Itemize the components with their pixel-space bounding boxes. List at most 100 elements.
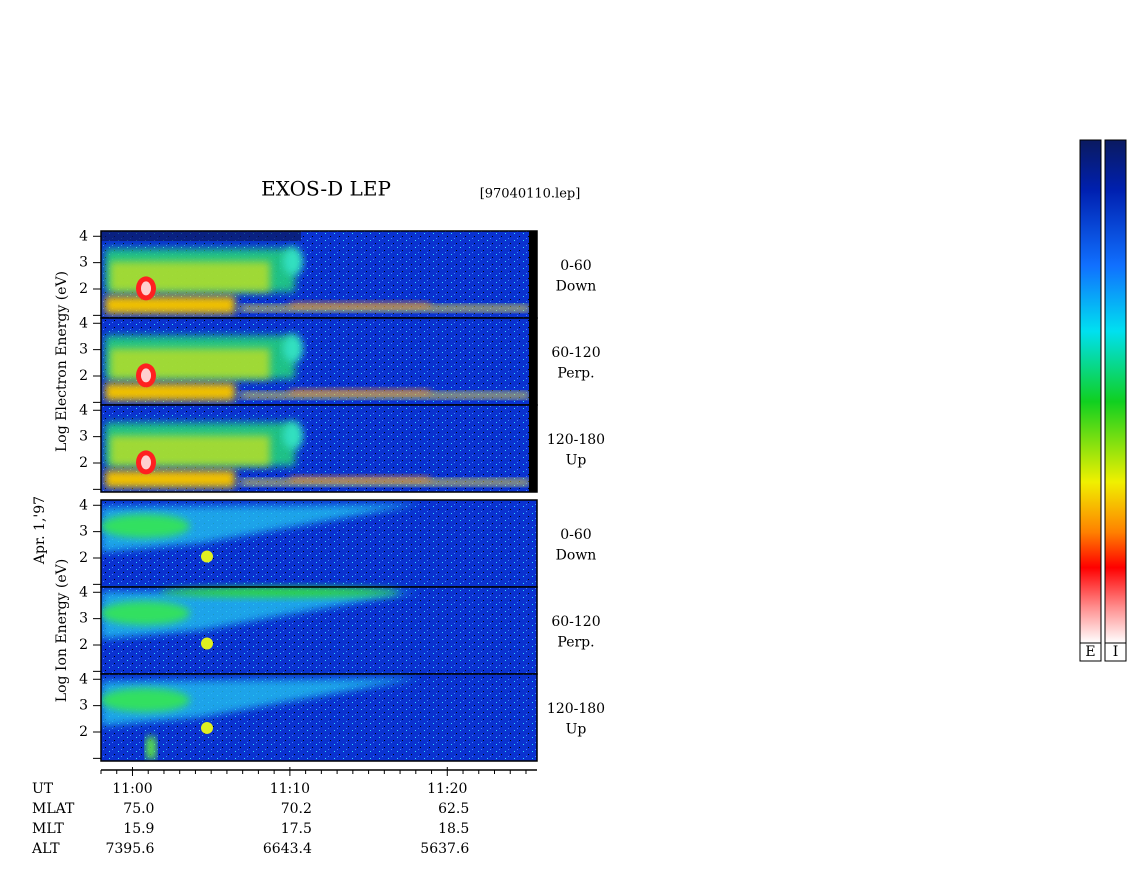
y-tick-label: 4 <box>79 402 88 418</box>
spectrogram-panel <box>101 500 537 587</box>
footer-value: 5637.6 <box>420 841 469 857</box>
y-tick-label: 3 <box>79 255 88 271</box>
y-tick-label: 2 <box>79 281 88 297</box>
footer-label: MLT <box>32 821 64 837</box>
file-label: [97040110.lep] <box>480 187 581 202</box>
y-tick-label: 2 <box>79 637 88 653</box>
y-tick-label: 3 <box>79 698 88 714</box>
footer-label: MLAT <box>32 801 75 817</box>
chart-title: EXOS-D LEP <box>261 177 391 201</box>
panel-label: 120-180 <box>547 432 605 448</box>
footer-value: 18.5 <box>438 821 469 837</box>
spectrum-band <box>110 435 270 466</box>
footer-value: 75.0 <box>123 801 154 817</box>
panel-label: 60-120 <box>551 614 600 630</box>
panel-sublabel: Down <box>556 279 597 295</box>
footer-value: 62.5 <box>438 801 469 817</box>
panel-edge <box>529 231 537 318</box>
y-tick-label: 2 <box>79 550 88 566</box>
y-tick-label: 4 <box>79 315 88 331</box>
spectrum-band <box>110 261 270 292</box>
panel-sublabel: Perp. <box>557 635 594 651</box>
panel-edge <box>529 405 537 492</box>
colorbar-label: I <box>1113 644 1119 660</box>
spectrum-spot <box>201 550 213 563</box>
spectrum-line <box>290 302 430 308</box>
spectrum-band <box>105 296 235 314</box>
spectrum-band <box>101 591 420 640</box>
colorbar-label-box <box>1104 642 1127 662</box>
footer-label: ALT <box>31 841 60 857</box>
y-tick-label: 3 <box>79 524 88 540</box>
colorbar-label: E <box>1085 644 1095 660</box>
spectrum-spot <box>201 721 213 734</box>
colorbar <box>1104 139 1127 644</box>
spectrum-band <box>160 587 400 598</box>
spectrum-band <box>101 678 420 727</box>
footer-value: 70.2 <box>281 801 312 817</box>
spectrogram-panel <box>101 231 537 318</box>
y-tick-label: 2 <box>79 368 88 384</box>
spectrum-band <box>105 470 235 488</box>
panel-label: 0-60 <box>560 258 591 274</box>
panel-sublabel: Perp. <box>557 366 594 382</box>
spectrum-band <box>101 688 190 713</box>
x-tick-label: 11:10 <box>270 781 310 797</box>
panel-frame <box>100 673 538 762</box>
y-axis-label: Log Ion Energy (eV) <box>54 559 70 702</box>
footer-value: 6643.4 <box>263 841 312 857</box>
y-tick-label: 4 <box>79 671 88 687</box>
spectrum-line <box>240 305 530 311</box>
footer-value: 7395.6 <box>105 841 154 857</box>
panel-sublabel: Up <box>566 722 587 738</box>
spectrum-spot <box>146 736 156 760</box>
spectrogram-panel <box>101 587 537 674</box>
y-tick-label: 4 <box>79 584 88 600</box>
x-tick-label: 11:20 <box>427 781 467 797</box>
spectrum-band <box>105 383 235 401</box>
panel-label: 60-120 <box>551 345 600 361</box>
y-axis-label: Log Electron Energy (eV) <box>54 271 70 452</box>
spectrum-line <box>290 476 430 482</box>
y-tick-label: 4 <box>79 497 88 513</box>
footer-value: 15.9 <box>123 821 154 837</box>
spectrum-line <box>290 389 430 395</box>
panel-label: 0-60 <box>560 527 591 543</box>
date-label: Apr. 1,'97 <box>32 496 48 565</box>
colorbar-label-box <box>1079 642 1102 662</box>
spectrum-spot <box>283 334 303 363</box>
y-tick-label: 3 <box>79 611 88 627</box>
panel-frame <box>100 404 538 493</box>
x-axis-label: UT <box>32 781 54 797</box>
spectrum-spot <box>141 368 151 383</box>
x-tick-label: 11:00 <box>112 781 152 797</box>
colorbar <box>1079 139 1102 644</box>
spectrum-spot <box>283 247 303 276</box>
spectrogram-panel <box>101 674 537 761</box>
footer-value: 17.5 <box>281 821 312 837</box>
panel-label: 120-180 <box>547 701 605 717</box>
spectrum-band <box>101 601 190 626</box>
spectrum-line <box>240 392 530 398</box>
y-tick-label: 2 <box>79 455 88 471</box>
spectrogram-panel <box>101 318 537 405</box>
spectrum-band <box>101 514 190 539</box>
y-tick-label: 2 <box>79 724 88 740</box>
spectrum-spot <box>283 421 303 450</box>
spectrum-line <box>240 479 530 485</box>
panel-edge <box>529 318 537 405</box>
y-tick-label: 3 <box>79 342 88 358</box>
spectrum-band <box>110 348 270 379</box>
spectrum-spot <box>201 637 213 650</box>
y-tick-label: 3 <box>79 429 88 445</box>
spectrum-spot <box>141 455 151 470</box>
panel-sublabel: Down <box>556 548 597 564</box>
panel-sublabel: Up <box>566 453 587 469</box>
spectrum-spot <box>141 281 151 296</box>
spectrogram-panel <box>101 405 537 492</box>
y-tick-label: 4 <box>79 228 88 244</box>
spectrum-band <box>101 231 301 241</box>
spectrum-band <box>101 504 420 553</box>
